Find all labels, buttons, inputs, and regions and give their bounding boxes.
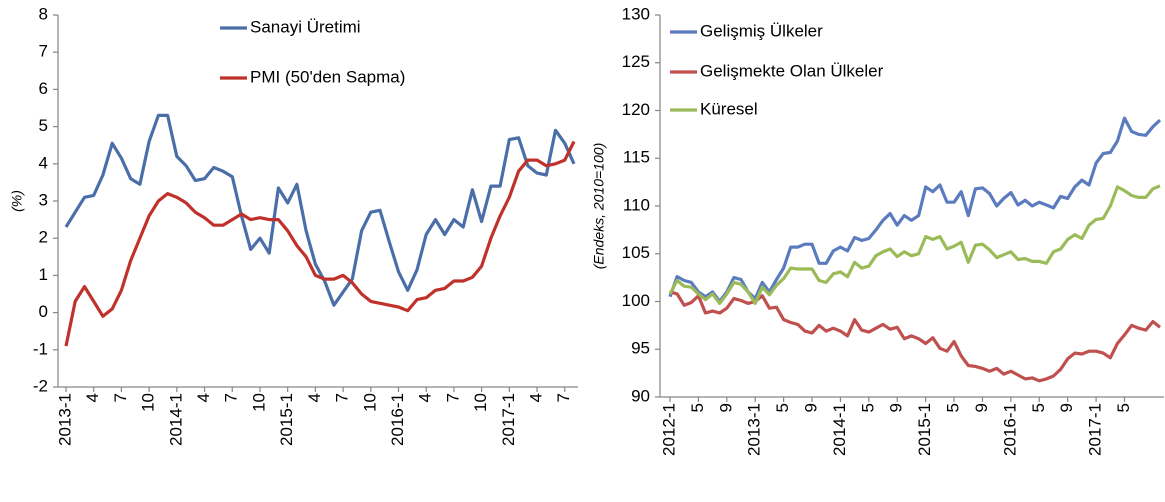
x-tick-label: 4 [194, 393, 213, 402]
x-tick-label: 9 [972, 403, 991, 412]
x-tick-label: 2016-1 [388, 393, 407, 446]
y-tick-label: 4 [39, 153, 48, 172]
y-tick-label: -2 [33, 376, 48, 395]
x-tick-label: 10 [139, 393, 158, 412]
x-tick-label: 5 [773, 403, 792, 412]
y-tick-label: 6 [39, 79, 48, 98]
y-tick-label: 5 [39, 116, 48, 135]
x-tick-label: 10 [471, 393, 490, 412]
x-tick-label: 7 [554, 393, 573, 402]
series-line [669, 290, 1162, 383]
series-line [668, 116, 1162, 304]
x-tick-label: 5 [944, 403, 963, 412]
x-tick-label: 2014-1 [830, 403, 849, 456]
x-tick-label: 7 [111, 393, 130, 402]
y-tick-label: 130 [622, 4, 650, 23]
x-tick-label: 5 [1029, 403, 1048, 412]
x-tick-label: 2015-1 [277, 393, 296, 446]
x-tick-label: 2013-1 [745, 403, 764, 456]
y-axis-label: (%) [9, 190, 25, 212]
y-tick-label: 7 [39, 42, 48, 61]
x-tick-label: 5 [1114, 403, 1133, 412]
series-line [64, 140, 576, 347]
x-tick-label: 9 [802, 403, 821, 412]
y-tick-label: 100 [622, 291, 650, 310]
x-tick-label: 10 [360, 393, 379, 412]
x-tick-label: 7 [333, 393, 352, 402]
x-tick-label: 2017-1 [499, 393, 518, 446]
legend-label: Gelişmiş Ülkeler [700, 21, 823, 40]
x-tick-label: 9 [716, 403, 735, 412]
y-tick-label: -1 [33, 339, 48, 358]
x-tick-label: 10 [249, 393, 268, 412]
x-tick-label: 9 [887, 403, 906, 412]
x-tick-label: 2017-1 [1086, 403, 1105, 456]
x-tick-label: 5 [688, 403, 707, 412]
y-tick-label: 120 [622, 100, 650, 119]
series-line [668, 184, 1161, 305]
y-tick-label: 8 [39, 4, 48, 23]
x-tick-label: 4 [83, 393, 102, 402]
x-tick-label: 2013-1 [55, 393, 74, 446]
y-tick-label: 115 [623, 148, 650, 167]
y-tick-label: 2 [39, 228, 48, 247]
x-tick-label: 2012-1 [659, 403, 678, 456]
x-tick-label: 2014-1 [166, 393, 185, 446]
y-tick-label: 110 [623, 195, 650, 214]
series-line [64, 113, 576, 307]
x-tick-label: 9 [1057, 403, 1076, 412]
x-tick-label: 4 [305, 393, 324, 402]
x-tick-label: 4 [416, 393, 435, 402]
legend-label: Sanayi Üretimi [250, 17, 361, 36]
y-tick-label: 125 [622, 52, 650, 71]
y-tick-label: 1 [39, 265, 48, 284]
y-tick-label: 105 [622, 243, 650, 262]
y-tick-label: 90 [631, 386, 650, 405]
legend-label: Küresel [700, 99, 758, 118]
y-axis-label: (Endeks, 2010=100) [591, 143, 607, 269]
x-tick-label: 7 [443, 393, 462, 402]
legend-label: PMI (50'den Sapma) [250, 67, 405, 86]
x-tick-label: 4 [527, 393, 546, 402]
x-tick-label: 2016-1 [1000, 403, 1019, 456]
y-tick-label: 0 [39, 302, 48, 321]
x-tick-label: 7 [222, 393, 241, 402]
x-tick-label: 5 [858, 403, 877, 412]
legend-label: Gelişmekte Olan Ülkeler [700, 61, 884, 80]
y-tick-label: 95 [631, 339, 650, 358]
y-tick-label: 3 [39, 190, 48, 209]
x-tick-label: 2015-1 [915, 403, 934, 456]
